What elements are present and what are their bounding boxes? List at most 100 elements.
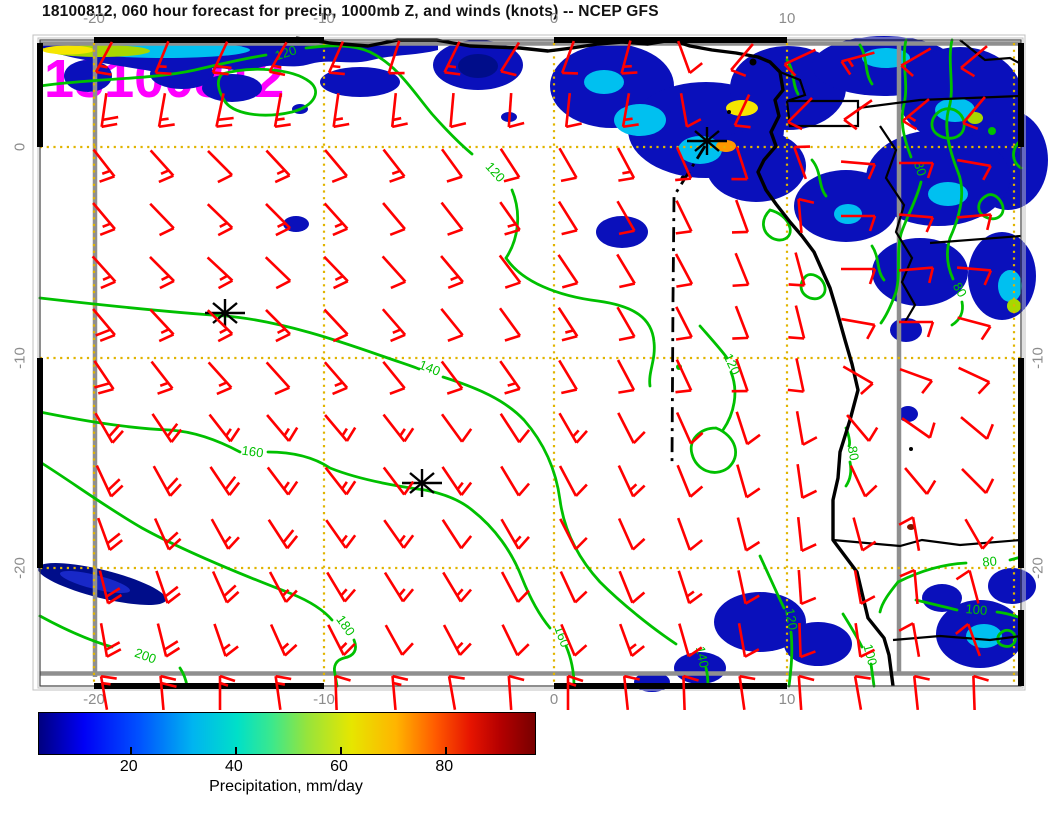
contour-label: 80	[845, 445, 862, 462]
wind-barb	[899, 568, 919, 605]
wind-barb	[211, 41, 232, 76]
wind-barb	[787, 358, 805, 393]
wind-barb	[383, 571, 415, 603]
wind-barb	[898, 622, 921, 657]
wind-barb	[265, 203, 291, 237]
wind-barb	[899, 161, 935, 179]
wind-barb	[559, 571, 588, 604]
height-contour	[810, 158, 828, 198]
wind-barb	[149, 308, 175, 343]
precip-shading	[584, 70, 624, 94]
wind-barb	[440, 201, 464, 236]
wind-barb	[440, 255, 464, 290]
wind-barb	[381, 308, 407, 343]
wind-barb	[853, 570, 876, 605]
wind-barb	[566, 674, 584, 710]
wind-barb	[92, 148, 116, 183]
wind-barb	[797, 197, 815, 234]
colorbar: Precipitation, mm/day 20 40 60 80	[38, 712, 536, 795]
wind-barb	[788, 305, 806, 340]
contour-label: 120	[782, 607, 801, 631]
height-contour-dot	[988, 127, 996, 135]
wind-barb	[617, 465, 646, 498]
contour-label: 160	[241, 443, 265, 461]
wind-barb	[327, 40, 345, 76]
wind-barb	[499, 41, 521, 77]
wind-barb	[795, 411, 818, 446]
wind-barb	[676, 464, 704, 498]
precip-shading	[998, 270, 1022, 302]
wind-barb	[323, 255, 349, 290]
wind-barb	[507, 674, 525, 711]
wind-barb	[958, 366, 991, 395]
wind-barb	[735, 411, 761, 446]
height-contour	[441, 375, 678, 646]
height-contour	[869, 662, 876, 688]
contour-label: 160	[551, 624, 573, 650]
longitude-tick-label-top: 0	[549, 10, 559, 27]
precip-shading	[64, 60, 112, 92]
wind-barb	[560, 40, 579, 75]
wind-barb	[731, 199, 750, 234]
wind-barb	[564, 92, 582, 129]
precip-shading	[202, 74, 262, 102]
height-contour	[844, 460, 853, 488]
wind-barb	[618, 570, 646, 604]
wind-barb	[972, 674, 989, 711]
wind-barb	[617, 517, 646, 551]
wind-barb	[93, 360, 115, 395]
height-contour	[841, 612, 864, 649]
colorbar-tick-label: 80	[435, 758, 454, 775]
wind-barb	[94, 41, 114, 76]
wind-barb	[957, 316, 992, 341]
height-contour	[878, 580, 900, 614]
wind-barb	[616, 253, 636, 289]
wind-barb	[798, 622, 816, 659]
wind-barb	[382, 466, 415, 496]
colorbar-tick-label: 20	[119, 758, 138, 775]
wind-barb	[616, 200, 636, 236]
wind-barb	[956, 266, 993, 286]
wind-barb	[840, 160, 877, 180]
height-contour	[758, 554, 786, 610]
wind-barb	[447, 674, 465, 710]
wind-barb	[151, 413, 183, 443]
wind-barb	[675, 200, 693, 235]
wind-barb	[155, 570, 181, 605]
colorbar-tick	[234, 747, 237, 754]
height-contour	[870, 244, 886, 282]
height-contour	[950, 300, 964, 327]
wind-barb	[440, 307, 464, 342]
wind-barb	[731, 146, 749, 181]
wind-barb	[796, 463, 818, 499]
wind-barb	[442, 624, 472, 656]
wind-barb	[733, 94, 751, 129]
wind-barb	[153, 517, 182, 551]
wind-barb	[841, 267, 877, 285]
wind-barb	[98, 570, 123, 605]
island	[727, 110, 731, 114]
wind-barb	[381, 255, 407, 290]
wind-barb	[442, 571, 473, 603]
wind-barb	[675, 411, 704, 445]
contour-label: 80	[982, 553, 998, 569]
wind-barb	[677, 570, 703, 605]
wind-barb	[736, 464, 761, 499]
height-contour	[266, 450, 552, 630]
height-contour	[689, 426, 738, 474]
low-center-marker	[402, 469, 442, 497]
contour-label: 180	[333, 612, 358, 638]
wind-barb	[616, 306, 636, 342]
wind-barb	[899, 367, 933, 395]
height-contour	[698, 324, 729, 360]
height-contour	[762, 208, 792, 242]
country-border	[785, 99, 860, 128]
longitude-tick-label-bottom: 0	[549, 691, 559, 708]
contour-label: 140	[417, 357, 443, 379]
wind-barb	[558, 412, 588, 444]
height-contour	[858, 43, 874, 86]
wind-barb	[100, 92, 119, 129]
precip-shading	[928, 182, 968, 206]
height-contour	[879, 180, 923, 325]
